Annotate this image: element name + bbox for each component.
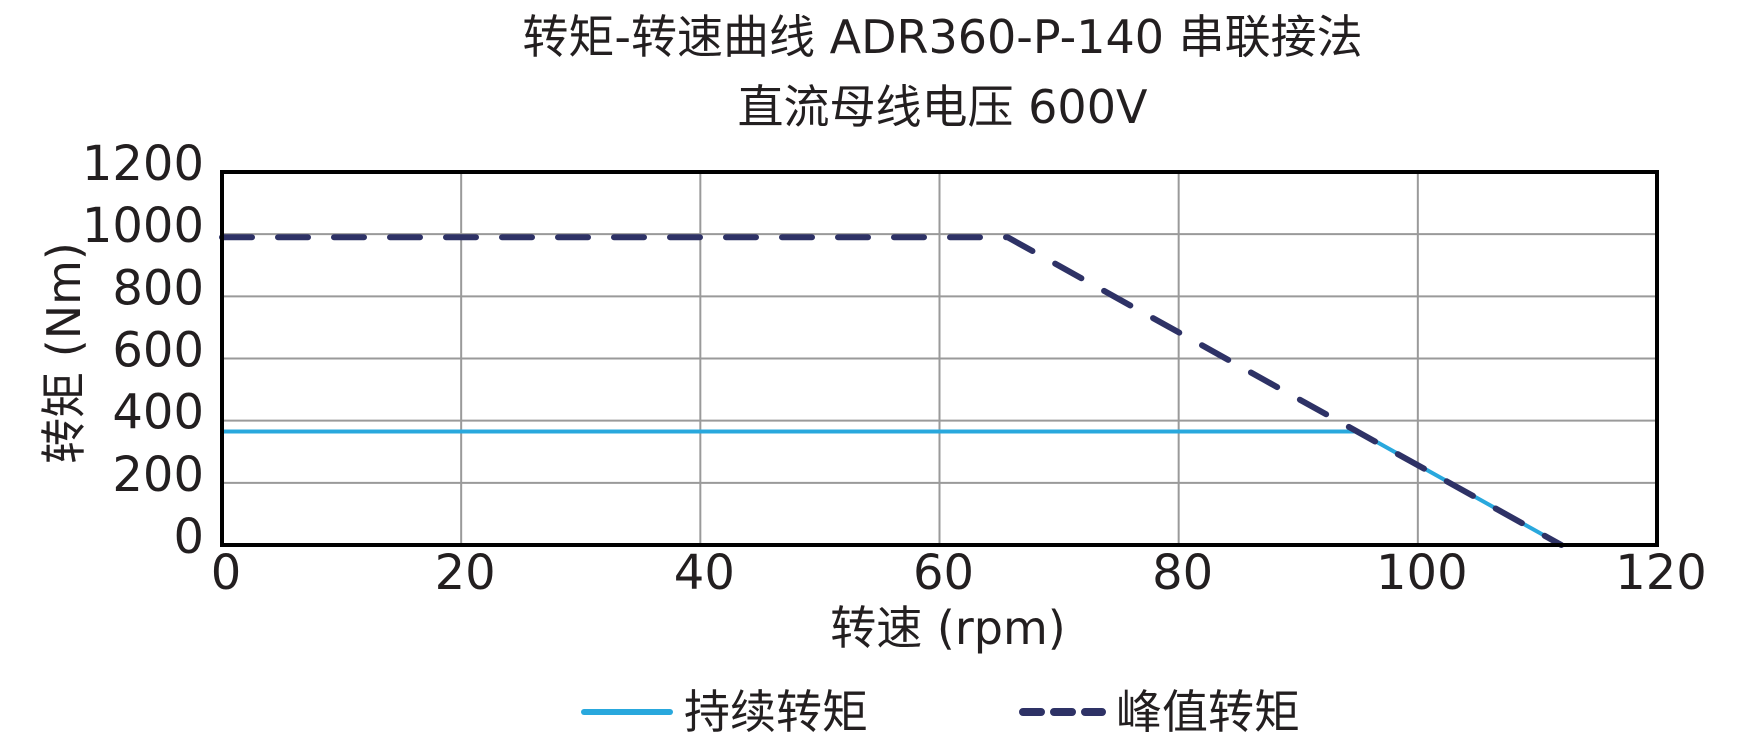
legend-item-peak-torque[interactable]: 峰值转矩 — [1018, 689, 1300, 735]
chart-title-line-1: 转矩-转速曲线 ADR360-P-140 串联接法 — [522, 10, 1363, 64]
grid-lines — [222, 172, 1657, 545]
dashed-line-icon — [1019, 708, 1106, 716]
y-tick-label: 0 — [173, 509, 204, 565]
series-line-1 — [219, 234, 1565, 548]
x-tick-label: 20 — [435, 545, 496, 601]
x-tick-label: 80 — [1152, 545, 1213, 601]
chart-title-line-2: 直流母线电压 600V — [737, 80, 1148, 134]
x-tick-label: 100 — [1376, 545, 1468, 601]
legend-label: 持续转矩 — [684, 685, 868, 739]
y-tick-label: 200 — [112, 447, 204, 503]
y-tick-label: 400 — [112, 385, 204, 441]
series-line-0 — [222, 429, 1563, 547]
legend-label: 峰值转矩 — [1116, 685, 1300, 739]
legend-2: 峰值转矩 — [1018, 686, 1300, 738]
y-tick-label: 1200 — [82, 136, 204, 192]
y-axis-label: 转矩 (Nm) — [37, 242, 91, 464]
x-tick-label: 60 — [913, 545, 974, 601]
x-tick-label: 120 — [1615, 545, 1707, 601]
x-tick-label: 40 — [674, 545, 735, 601]
data-series — [219, 234, 1565, 548]
x-tick-labels: 0 20 40 60 80 100 120 — [211, 545, 1707, 601]
solid-line-icon — [581, 709, 673, 715]
y-tick-labels: 0 200 400 600 800 1000 1200 — [82, 136, 204, 565]
x-tick-label: 0 — [211, 545, 242, 601]
x-axis-label: 转速 (rpm) — [830, 601, 1065, 655]
y-tick-label: 800 — [112, 260, 204, 316]
y-tick-label: 600 — [112, 323, 204, 379]
legend: 持续转矩 — [580, 686, 868, 738]
y-tick-label: 1000 — [82, 198, 204, 254]
plot-frame — [220, 170, 1659, 547]
legend-item-continuous-torque[interactable]: 持续转矩 — [580, 689, 868, 735]
